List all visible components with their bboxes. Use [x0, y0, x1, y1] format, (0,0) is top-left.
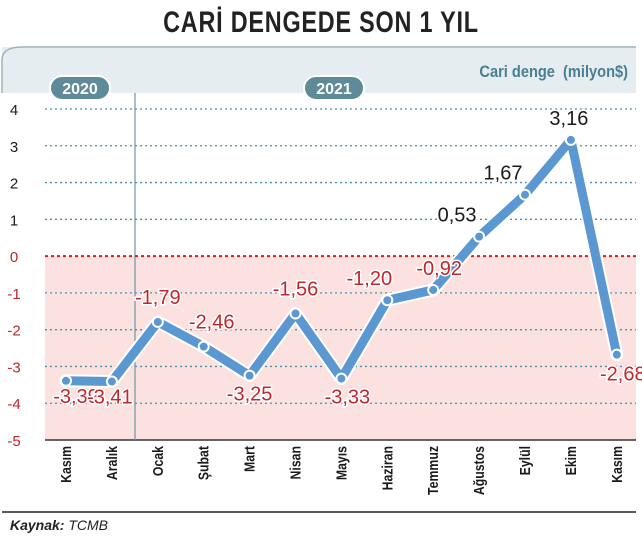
data-point	[427, 283, 440, 296]
x-tick-label: Aralık	[104, 446, 120, 480]
source-note: Kaynak: TCMB	[10, 517, 108, 533]
y-tick-label: 4	[10, 102, 18, 119]
y-tick-labels: 4 3 2 1 0 -1 -2 -3 -4 -5	[7, 102, 20, 450]
data-label: 1,67	[484, 163, 523, 185]
x-tick-label: Ağustos	[471, 446, 487, 495]
x-tick-label: Mayıs	[333, 446, 349, 480]
data-point	[335, 372, 348, 385]
data-point	[197, 340, 210, 353]
data-point	[473, 230, 486, 243]
y-tick-label: 2	[10, 176, 18, 193]
data-point	[381, 294, 394, 307]
data-point	[105, 375, 118, 388]
x-tick-labels: Kasım Aralık Ocak Şubat Mart Nisan Mayıs Hazira…	[58, 446, 625, 496]
y-tick-label: -2	[7, 323, 20, 340]
data-label: 3,16	[549, 108, 588, 130]
y-axis-unit-label: Cari denge (milyon$)	[479, 63, 628, 81]
data-label: -1,56	[273, 278, 319, 300]
source-value: TCMB	[68, 517, 109, 533]
y-tick-label: 1	[10, 212, 18, 229]
data-label: -2,46	[189, 312, 235, 334]
x-tick-label: Ocak	[150, 446, 166, 476]
data-label: -0,92	[416, 258, 462, 280]
chart-title: CARİ DENGEDE SON 1 YIL	[163, 6, 479, 39]
year-badges: 2020 2021	[49, 75, 365, 101]
x-tick-label: Kasım	[58, 446, 74, 483]
data-label: -1,20	[347, 268, 393, 290]
y-tick-label: -3	[7, 359, 20, 376]
year-badge	[49, 75, 111, 101]
year-badge	[303, 75, 365, 101]
data-point	[564, 133, 577, 146]
data-point	[519, 188, 531, 201]
data-point	[289, 307, 302, 320]
x-tick-label: Kasım	[609, 446, 625, 483]
y-tick-label: 3	[10, 139, 18, 156]
series-cari-denge	[59, 133, 624, 389]
x-tick-label: Temmuz	[425, 446, 441, 495]
data-label: -3,41	[87, 387, 133, 409]
data-label: -1,79	[135, 287, 181, 309]
y-tick-label: -1	[7, 286, 20, 303]
x-tick-label: Nisan	[287, 446, 303, 479]
data-point	[610, 348, 623, 361]
data-label: 0,53	[438, 205, 477, 227]
year-badge-label: 2020	[62, 81, 98, 98]
source-label: Kaynak:	[10, 517, 65, 533]
data-point	[60, 374, 72, 387]
y-tick-label: 0	[10, 249, 18, 266]
data-point	[151, 315, 164, 328]
data-label: -3,39	[53, 386, 99, 408]
y-tick-label: -5	[7, 433, 20, 450]
x-tick-label: Şubat	[196, 446, 212, 481]
x-tick-label: Haziran	[379, 446, 395, 490]
data-labels: -3,39-3,41 -1,79 -2,46 -3,25 -1,56 -3,33 -1,20…	[52, 106, 642, 410]
y-tick-label: -4	[7, 396, 20, 413]
x-tick-label: Ekim	[563, 446, 579, 475]
data-label: -2,68	[600, 364, 642, 386]
data-label: -3,25	[227, 384, 273, 406]
x-tick-label: Mart	[241, 446, 257, 472]
chart-header-curve	[1, 46, 636, 93]
year-badge-label: 2021	[316, 81, 352, 98]
x-tick-label: Eylül	[517, 446, 533, 475]
data-point	[243, 369, 256, 382]
data-label: -3,33	[325, 387, 371, 409]
